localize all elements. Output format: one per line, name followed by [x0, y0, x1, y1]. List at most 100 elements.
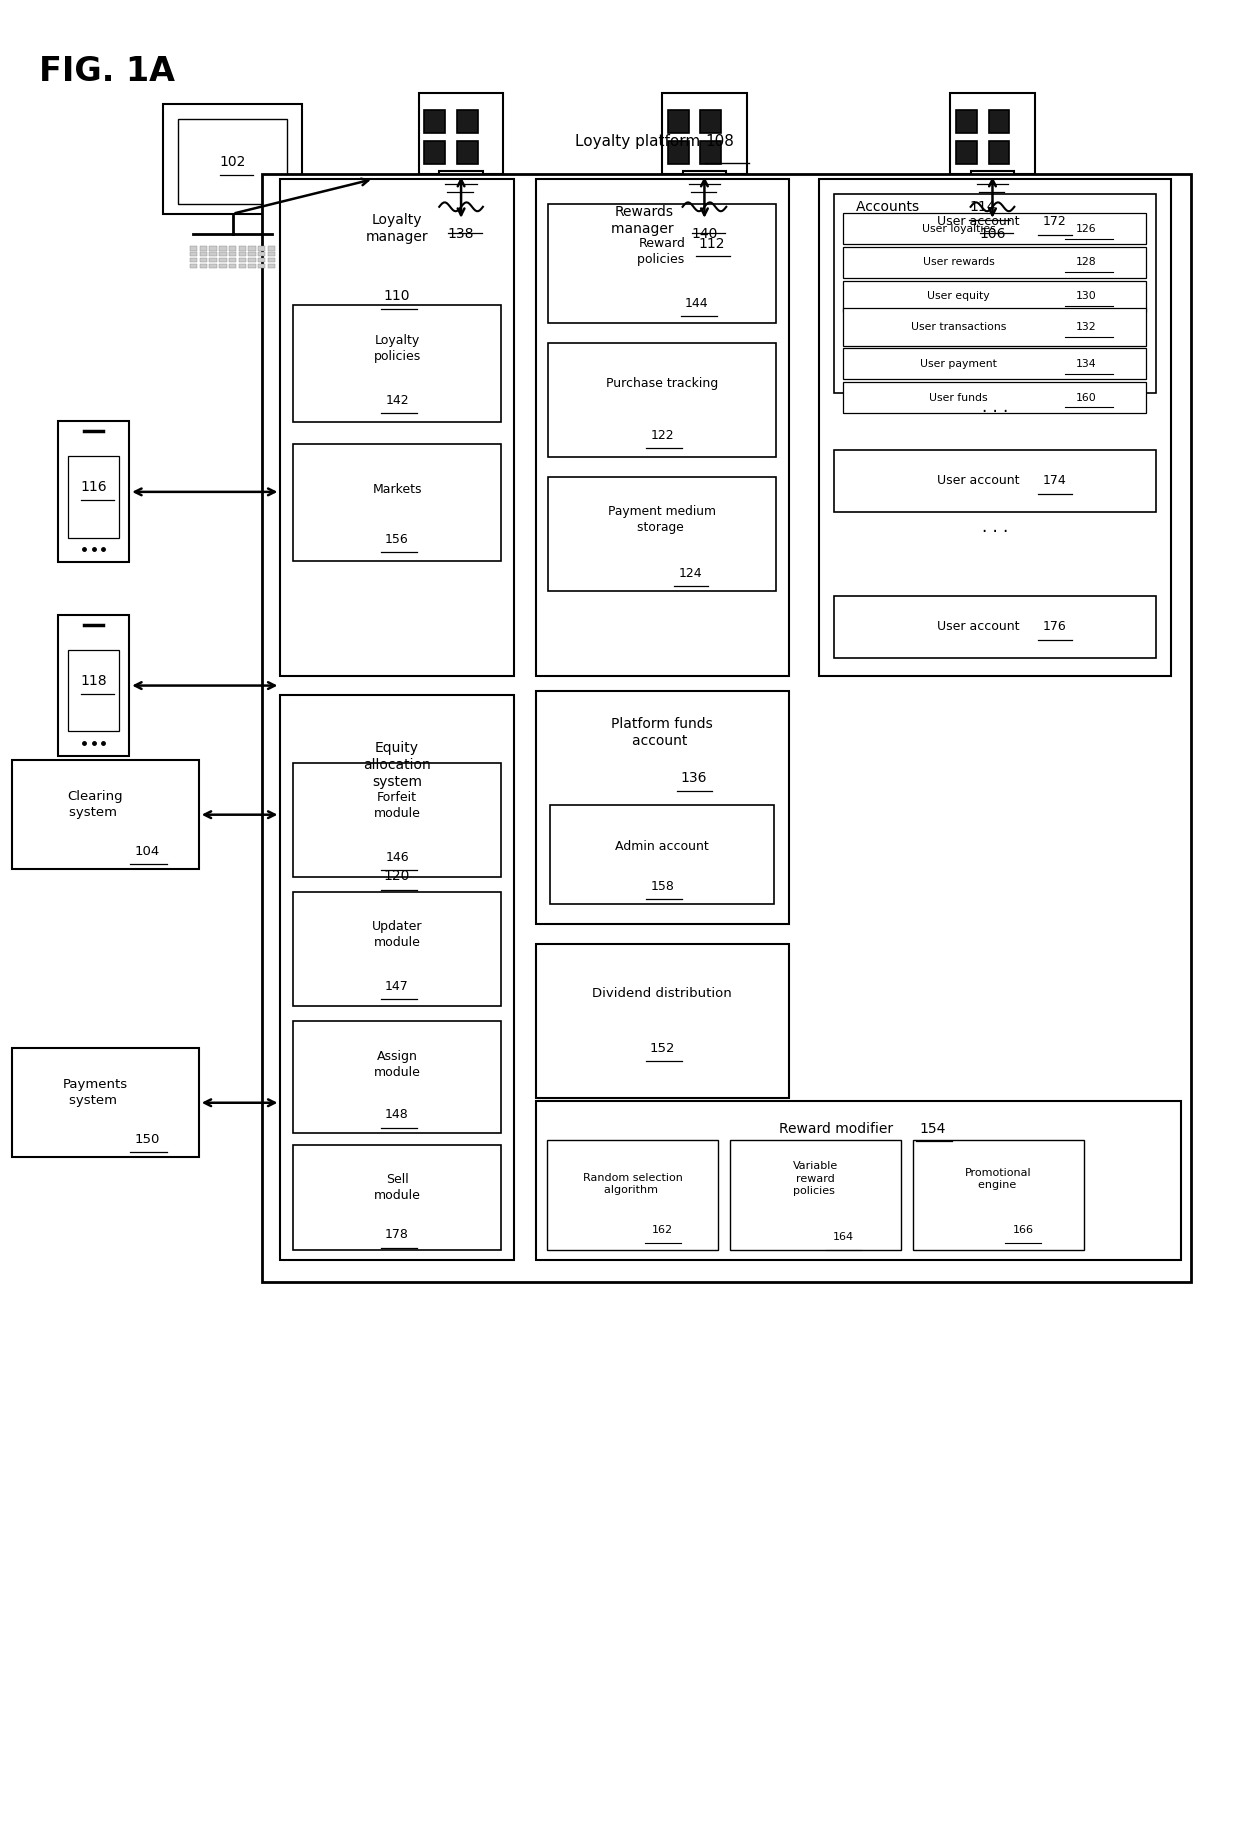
FancyBboxPatch shape [971, 171, 1014, 198]
Bar [219, 246, 227, 251]
FancyBboxPatch shape [179, 119, 288, 204]
Text: User transactions: User transactions [911, 323, 1007, 332]
Bar [219, 264, 227, 268]
Text: . . .: . . . [982, 398, 1008, 416]
FancyBboxPatch shape [548, 343, 776, 457]
Bar [248, 251, 255, 257]
Bar [248, 259, 255, 262]
Text: User funds: User funds [929, 392, 988, 402]
FancyBboxPatch shape [956, 110, 977, 134]
Bar [190, 246, 197, 251]
Text: 132: 132 [1075, 323, 1096, 332]
FancyBboxPatch shape [818, 180, 1172, 675]
Text: 122: 122 [651, 429, 675, 442]
Text: 110: 110 [383, 290, 410, 303]
FancyBboxPatch shape [164, 105, 303, 215]
Text: Updater
module: Updater module [372, 921, 423, 950]
Bar [248, 264, 255, 268]
FancyBboxPatch shape [667, 141, 688, 163]
Text: 120: 120 [384, 869, 410, 884]
Text: FIG. 1A: FIG. 1A [38, 55, 175, 88]
FancyBboxPatch shape [701, 110, 722, 134]
Text: 106: 106 [980, 227, 1006, 240]
Bar [268, 264, 275, 268]
FancyBboxPatch shape [458, 110, 477, 134]
FancyBboxPatch shape [730, 1141, 901, 1249]
Bar [258, 246, 265, 251]
Bar [210, 251, 217, 257]
Text: 154: 154 [920, 1122, 946, 1135]
FancyBboxPatch shape [988, 110, 1009, 134]
Bar [238, 251, 246, 257]
Bar [238, 246, 246, 251]
Text: Clearing
system: Clearing system [68, 790, 123, 820]
Text: 146: 146 [386, 851, 409, 864]
Bar [229, 246, 237, 251]
Text: User account: User account [936, 475, 1023, 488]
Text: Loyalty
policies: Loyalty policies [373, 334, 420, 363]
FancyBboxPatch shape [536, 945, 789, 1099]
Text: Random selection
algorithm: Random selection algorithm [583, 1174, 683, 1196]
Text: 164: 164 [833, 1232, 854, 1242]
Text: 102: 102 [219, 156, 246, 169]
FancyBboxPatch shape [68, 649, 119, 732]
Text: Loyalty
manager: Loyalty manager [366, 213, 428, 244]
Text: 166: 166 [1013, 1225, 1034, 1234]
FancyBboxPatch shape [12, 1047, 198, 1157]
Text: 140: 140 [691, 227, 718, 240]
Bar [258, 251, 265, 257]
Bar [200, 251, 207, 257]
Text: . . .: . . . [982, 517, 1008, 536]
FancyBboxPatch shape [667, 110, 688, 134]
Bar [200, 264, 207, 268]
Text: User equity: User equity [928, 292, 990, 301]
FancyBboxPatch shape [12, 759, 198, 869]
FancyBboxPatch shape [68, 457, 119, 537]
FancyBboxPatch shape [419, 92, 503, 174]
Bar [229, 259, 237, 262]
Text: Admin account: Admin account [615, 840, 709, 853]
FancyBboxPatch shape [988, 141, 1009, 163]
Text: User loyalties: User loyalties [921, 224, 996, 233]
Text: 174: 174 [1043, 475, 1066, 488]
Text: 147: 147 [386, 979, 409, 992]
FancyBboxPatch shape [548, 204, 776, 323]
FancyBboxPatch shape [913, 1141, 1084, 1249]
Text: Purchase tracking: Purchase tracking [606, 378, 718, 391]
Bar [268, 246, 275, 251]
FancyBboxPatch shape [548, 1141, 718, 1249]
FancyBboxPatch shape [843, 381, 1147, 413]
FancyBboxPatch shape [843, 348, 1147, 380]
Bar [238, 264, 246, 268]
Text: 148: 148 [386, 1108, 409, 1121]
FancyBboxPatch shape [843, 308, 1147, 345]
Text: 158: 158 [650, 880, 675, 893]
FancyBboxPatch shape [843, 248, 1147, 279]
Text: 104: 104 [135, 845, 160, 858]
FancyBboxPatch shape [458, 141, 477, 163]
Text: User account: User account [936, 215, 1023, 227]
Bar [200, 259, 207, 262]
Text: 118: 118 [81, 673, 107, 688]
Text: User account: User account [936, 620, 1023, 633]
Bar [229, 264, 237, 268]
Text: Reward modifier: Reward modifier [779, 1122, 898, 1135]
Text: User rewards: User rewards [923, 257, 994, 268]
FancyBboxPatch shape [280, 695, 513, 1260]
Text: 112: 112 [698, 237, 725, 251]
FancyBboxPatch shape [682, 171, 727, 198]
Text: 144: 144 [686, 297, 709, 310]
FancyBboxPatch shape [536, 1100, 1182, 1260]
Text: 162: 162 [652, 1225, 673, 1234]
Bar [200, 246, 207, 251]
Text: Payments
system: Payments system [63, 1078, 128, 1108]
Text: Rewards
manager: Rewards manager [611, 205, 678, 237]
FancyBboxPatch shape [293, 763, 501, 877]
Bar [219, 251, 227, 257]
FancyBboxPatch shape [293, 1022, 501, 1133]
Text: 172: 172 [1043, 215, 1066, 227]
FancyBboxPatch shape [956, 141, 977, 163]
Bar [219, 259, 227, 262]
FancyBboxPatch shape [424, 141, 445, 163]
Bar [190, 251, 197, 257]
